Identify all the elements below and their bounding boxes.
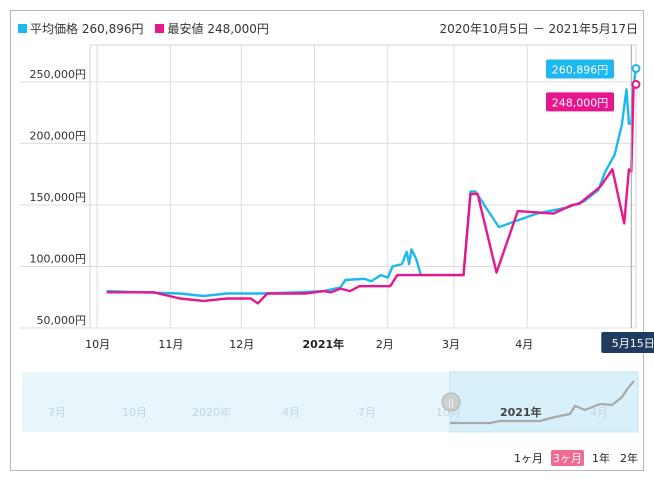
average-end-marker: [631, 64, 641, 74]
crosshair-date-label: 5月15日: [612, 337, 654, 350]
navigator-tick-label: 4月: [590, 406, 608, 419]
y-tick-label: 150,000円: [30, 191, 87, 204]
navigator-tick-label: 7月: [48, 406, 66, 419]
average-end-label: 260,896円: [552, 64, 609, 77]
navigator-tick-label: 7月: [358, 406, 376, 419]
minimum-end-marker: [631, 79, 641, 89]
zoom-1-month-button[interactable]: 1ヶ月: [514, 452, 543, 465]
navigator-tick-label: 4月: [282, 406, 300, 419]
x-tick-label: 11月: [158, 338, 183, 351]
y-tick-label: 100,000円: [30, 252, 87, 265]
minimum-end-label-box: [546, 92, 614, 112]
average-end-label-box: [546, 59, 614, 79]
zoom-2-years-button[interactable]: 2年: [620, 452, 638, 465]
crosshair-date-box: [601, 332, 654, 353]
legend: 平均価格 260,896円 最安値 248,000円: [18, 20, 269, 37]
zoom-controls: 1ヶ月 3ヶ月 1年 2年: [512, 450, 640, 466]
date-range: 2020年10月5日 － 2021年5月17日: [439, 22, 638, 36]
average-legend-value: 260,896円: [81, 22, 144, 36]
x-tick-label: 10月: [85, 338, 110, 351]
navigator-left-handle: [441, 392, 461, 412]
navigator-handle-grip: ||: [448, 399, 454, 409]
minimum-legend-label[interactable]: 最安値: [167, 22, 204, 36]
zoom-1-year-button[interactable]: 1年: [592, 452, 610, 465]
y-tick-label: 50,000円: [37, 314, 87, 327]
zoom-3-months-button[interactable]: 3ヶ月: [551, 450, 584, 466]
average-legend-swatch: [18, 24, 27, 33]
x-tick-label: 2021年: [303, 337, 345, 351]
minimum-price-line: [106, 83, 636, 305]
navigator-tick-label: 10月: [122, 406, 147, 419]
y-tick-label: 250,000円: [30, 68, 87, 81]
x-tick-label: 3月: [442, 338, 460, 351]
average-price-line: [106, 68, 638, 298]
x-tick-label: 4月: [515, 338, 533, 351]
y-tick-label: 200,000円: [30, 129, 87, 142]
x-tick-label: 2月: [376, 338, 394, 351]
minimum-legend-swatch: [155, 24, 165, 33]
average-legend-label[interactable]: 平均価格: [30, 22, 79, 36]
navigator-tick-label: 2020年: [192, 405, 231, 419]
navigator-tick-label: 2021年: [500, 405, 542, 419]
navigator-series-line: [450, 380, 635, 425]
minimum-legend-value: 248,000円: [207, 22, 269, 36]
x-tick-label: 12月: [229, 338, 254, 351]
minimum-end-label: 248,000円: [552, 96, 609, 109]
